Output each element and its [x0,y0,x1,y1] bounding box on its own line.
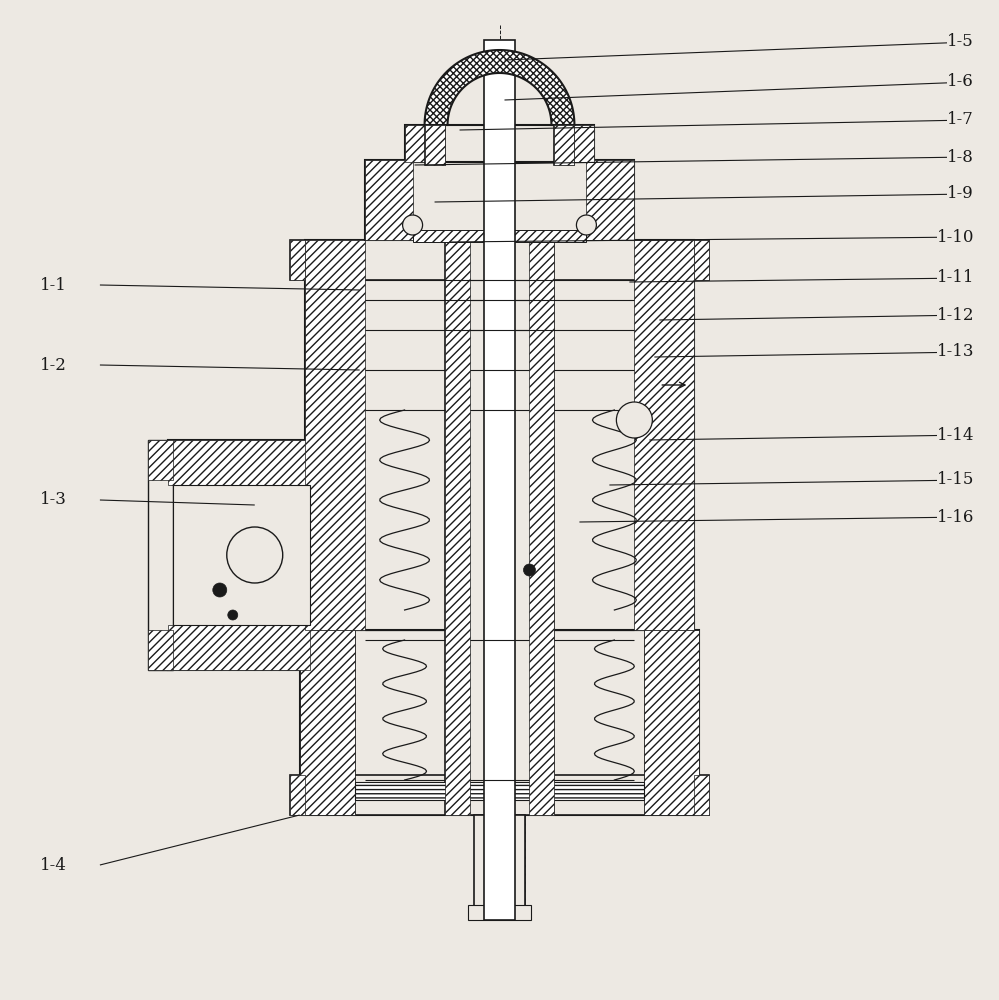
Bar [355,782,644,800]
Bar [168,440,310,670]
Polygon shape [405,125,445,162]
Polygon shape [445,240,470,815]
Bar [405,125,594,162]
Text: 1-7: 1-7 [947,111,974,128]
Text: 1-13: 1-13 [936,344,974,360]
Bar [173,485,310,625]
Bar [445,240,554,815]
Bar [554,120,574,165]
Text: 1-4: 1-4 [40,856,67,874]
Circle shape [228,610,238,620]
Bar [290,240,709,280]
Circle shape [576,215,596,235]
Polygon shape [586,160,634,240]
Text: 1-2: 1-2 [40,357,67,373]
Polygon shape [634,240,694,630]
Text: 1-10: 1-10 [936,229,974,245]
Text: 1-12: 1-12 [936,306,974,324]
Text: 1-1: 1-1 [40,276,67,294]
Polygon shape [694,240,709,280]
Circle shape [227,527,283,583]
Polygon shape [365,160,413,240]
Text: 1-15: 1-15 [937,472,974,488]
Polygon shape [468,905,531,920]
Bar [148,440,173,670]
Polygon shape [554,125,594,162]
Circle shape [523,564,535,576]
Polygon shape [290,775,305,815]
Bar [290,775,709,815]
Polygon shape [554,125,574,165]
Text: 1-8: 1-8 [947,148,974,165]
Text: 1-16: 1-16 [937,508,974,526]
Bar [484,40,515,920]
Text: 1-9: 1-9 [947,186,974,202]
Text: 1-6: 1-6 [947,74,974,91]
Polygon shape [305,240,365,630]
Polygon shape [694,775,709,815]
Polygon shape [425,125,445,165]
Text: 1-14: 1-14 [936,426,974,444]
Bar [365,160,634,240]
Bar [425,120,445,165]
Polygon shape [148,630,173,670]
Text: 1-5: 1-5 [947,33,974,50]
Polygon shape [168,625,310,670]
Text: 1-3: 1-3 [40,491,67,508]
Circle shape [213,583,227,597]
Polygon shape [148,440,173,480]
Circle shape [403,215,423,235]
Bar [300,630,699,815]
Polygon shape [168,440,310,485]
Bar [305,240,694,630]
Bar [474,815,525,920]
Polygon shape [515,815,525,905]
Polygon shape [529,240,554,815]
Bar [413,230,586,242]
Polygon shape [644,630,699,815]
Polygon shape [425,50,574,125]
Polygon shape [290,240,305,280]
Polygon shape [474,815,484,905]
Text: 1-11: 1-11 [936,269,974,286]
Circle shape [616,402,652,438]
Polygon shape [300,630,355,815]
